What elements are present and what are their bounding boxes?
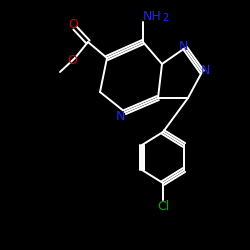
Text: N: N [200, 64, 210, 76]
Text: O: O [68, 18, 78, 32]
Text: Cl: Cl [157, 200, 169, 213]
Text: N: N [115, 110, 125, 122]
Text: N: N [178, 40, 188, 54]
Text: NH: NH [142, 10, 162, 22]
Text: 2: 2 [162, 13, 168, 23]
Text: O: O [67, 54, 77, 66]
